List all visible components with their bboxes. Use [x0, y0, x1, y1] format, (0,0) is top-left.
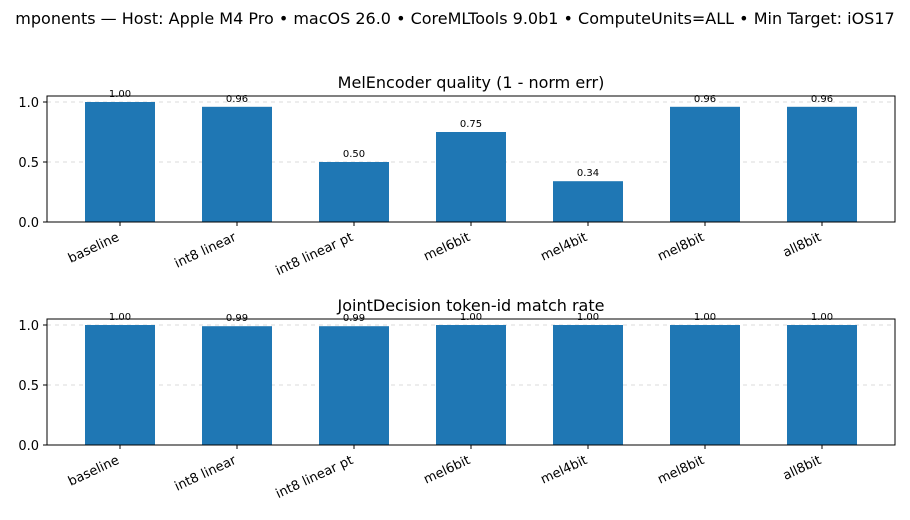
- y-tick-label: 0.0: [18, 439, 39, 454]
- chart-title: JointDecision token-id match rate: [337, 296, 605, 315]
- data-label: 0.96: [226, 94, 248, 105]
- bar: [85, 102, 155, 222]
- x-tick-label: mel6bit: [421, 230, 472, 265]
- chart-jointdecision-match: 1.00 0.99 0.99 1.00 1.00 1.00 1.00 0.00.51.0 b…: [18, 296, 896, 502]
- x-tick-label: baseline: [66, 453, 122, 490]
- y-tick-label: 0.0: [18, 216, 39, 231]
- x-tick-label: mel4bit: [538, 453, 589, 488]
- data-labels: 1.00 0.96 0.50 0.75 0.34 0.96 0.96: [109, 89, 833, 179]
- plot-frame: [46, 95, 896, 223]
- data-label: 0.75: [460, 119, 482, 130]
- x-tick-label: int8 linear: [172, 230, 239, 272]
- y-tick-label: 0.5: [18, 156, 39, 171]
- y-tick-label: 1.0: [18, 96, 39, 111]
- bar: [85, 325, 155, 445]
- bar: [202, 106, 272, 222]
- bar: [436, 132, 506, 222]
- data-label: 1.00: [694, 312, 716, 323]
- bars: [85, 325, 857, 445]
- plot-frame: [46, 318, 896, 446]
- x-axis: baseline int8 linear int8 linear pt mel6bit…: [66, 445, 824, 502]
- bar: [787, 106, 857, 222]
- figure-suptitle: mponents — Host: Apple M4 Pro • macOS 26…: [15, 9, 894, 28]
- bar: [319, 326, 389, 445]
- bar: [319, 162, 389, 222]
- bar: [553, 325, 623, 445]
- y-axis: 0.0 0.5 1.0: [18, 319, 47, 454]
- data-label: 1.00: [109, 312, 131, 323]
- x-tick-label: mel4bit: [538, 230, 589, 265]
- x-tick-label: mel6bit: [421, 453, 472, 488]
- x-tick-label: baseline: [66, 230, 122, 267]
- bar: [202, 326, 272, 445]
- bar: [436, 325, 506, 445]
- data-label: 1.00: [109, 89, 131, 100]
- x-tick-label: all8bit: [781, 230, 824, 261]
- data-label: 1.00: [811, 312, 833, 323]
- bar: [670, 106, 740, 222]
- x-tick-label: int8 linear pt: [274, 230, 356, 279]
- chart-title: MelEncoder quality (1 - norm err): [338, 73, 605, 92]
- chart-melencoder-quality: MelEncoder quality (1 - norm err) 1.00 0.…: [18, 73, 896, 279]
- data-label: 1.00: [577, 312, 599, 323]
- x-tick-label: mel8bit: [655, 453, 706, 488]
- x-tick-label: mel8bit: [655, 230, 706, 265]
- bar: [670, 325, 740, 445]
- data-label: 0.34: [577, 168, 599, 179]
- x-tick-label: all8bit: [781, 453, 824, 484]
- x-axis: baseline int8 linear int8 linear pt mel6bit…: [66, 222, 824, 279]
- data-label: 0.50: [343, 149, 365, 160]
- bar: [553, 181, 623, 222]
- data-label: 0.96: [811, 94, 833, 105]
- y-tick-label: 1.0: [18, 319, 39, 334]
- data-label: 0.96: [694, 94, 716, 105]
- data-label: 1.00: [460, 312, 482, 323]
- x-tick-label: int8 linear: [172, 453, 239, 495]
- y-tick-label: 0.5: [18, 379, 39, 394]
- x-tick-label: int8 linear pt: [274, 453, 356, 502]
- y-axis: 0.0 0.5 1.0: [18, 96, 47, 231]
- bars: [85, 102, 857, 222]
- bar: [787, 325, 857, 445]
